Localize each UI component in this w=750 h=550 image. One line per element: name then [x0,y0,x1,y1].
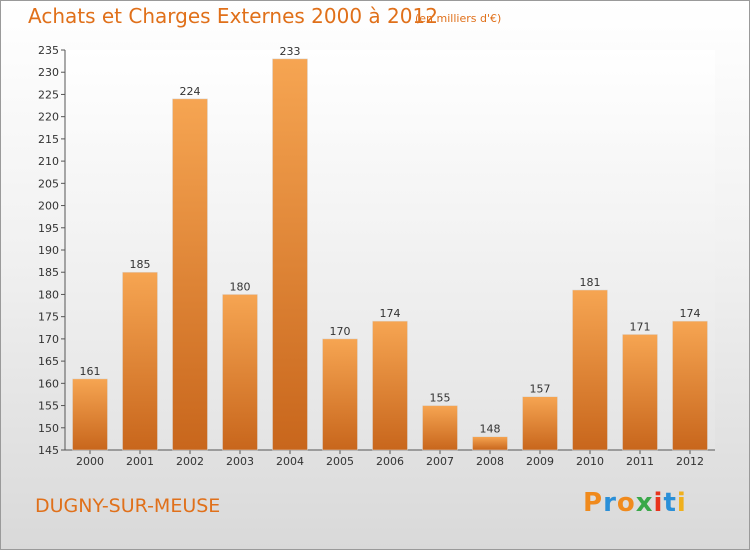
x-tick-label-2011: 2011 [626,455,654,468]
data-label-2002: 224 [180,85,201,98]
x-tick-label-2012: 2012 [676,455,704,468]
y-tick-label: 235 [38,44,59,57]
y-tick-label: 195 [38,222,59,235]
bar-2006 [372,320,408,451]
y-tick-label: 210 [38,155,59,168]
x-tick-label-2008: 2008 [476,455,504,468]
bar-2004 [272,58,308,451]
y-tick-label: 190 [38,244,59,257]
logo-letter: i [676,488,687,518]
bar-2002 [172,98,208,451]
data-label-2009: 157 [530,383,551,396]
y-tick-label: 150 [38,422,59,435]
bar-2008 [472,436,508,451]
city-name: DUGNY-SUR-MEUSE [35,495,221,517]
y-tick-label: 185 [38,266,59,279]
logo-letter: P [583,488,604,518]
logo-letter: x [635,488,654,518]
y-tick-label: 160 [38,377,59,390]
data-label-2006: 174 [380,307,401,320]
x-tick-label-2001: 2001 [126,455,154,468]
bar-2003 [222,294,258,451]
data-label-2011: 171 [630,320,651,333]
data-label-2010: 181 [580,276,601,289]
proxiti-logo: Proxiti [583,488,687,518]
chart-subtitle: (en milliers d'€) [415,12,502,25]
y-tick-label: 155 [38,400,59,413]
x-tick-label-2003: 2003 [226,455,254,468]
y-tick-label: 230 [38,66,59,79]
data-label-2005: 170 [330,325,351,338]
logo-letter: t [663,488,677,518]
y-tick-label: 180 [38,288,59,301]
x-tick-label-2006: 2006 [376,455,404,468]
logo-letter: o [616,488,636,518]
x-tick-label-2010: 2010 [576,455,604,468]
data-label-2000: 161 [80,365,101,378]
data-label-2012: 174 [680,307,701,320]
bar-2011 [622,334,658,451]
x-tick-label-2005: 2005 [326,455,354,468]
bar-2009 [522,396,558,451]
y-tick-label: 165 [38,355,59,368]
y-tick-label: 225 [38,88,59,101]
y-tick-label: 220 [38,111,59,124]
bar-2005 [322,338,358,451]
data-label-2004: 233 [280,45,301,58]
bar-2012 [672,320,708,451]
x-tick-label-2009: 2009 [526,455,554,468]
y-tick-label: 205 [38,177,59,190]
data-label-2008: 148 [480,423,501,436]
logo-letter: r [603,488,617,518]
y-tick-label: 175 [38,311,59,324]
x-tick-label-2002: 2002 [176,455,204,468]
x-tick-label-2000: 2000 [76,455,104,468]
bar-2007 [422,405,458,451]
x-tick-label-2007: 2007 [426,455,454,468]
data-label-2003: 180 [230,280,251,293]
bar-2000 [72,378,108,451]
y-tick-label: 215 [38,133,59,146]
data-label-2007: 155 [430,392,451,405]
logo-letter: i [653,488,664,518]
bar-2010 [572,289,608,451]
chart-title: Achats et Charges Externes 2000 à 2012 [28,4,438,28]
y-tick-label: 145 [38,444,59,457]
bar-2001 [122,271,158,451]
data-label-2001: 185 [130,258,151,271]
y-tick-label: 170 [38,333,59,346]
y-tick-label: 200 [38,200,59,213]
x-tick-label-2004: 2004 [276,455,304,468]
